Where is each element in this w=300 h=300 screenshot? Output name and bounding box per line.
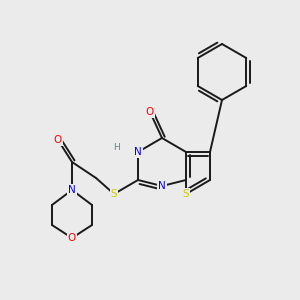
Text: N: N <box>134 147 142 157</box>
Text: O: O <box>54 135 62 145</box>
Text: O: O <box>146 107 154 117</box>
Text: H: H <box>112 143 119 152</box>
Text: O: O <box>68 233 76 243</box>
Text: N: N <box>68 185 76 195</box>
Text: S: S <box>111 189 117 199</box>
Text: N: N <box>158 181 166 191</box>
Text: S: S <box>183 189 189 199</box>
